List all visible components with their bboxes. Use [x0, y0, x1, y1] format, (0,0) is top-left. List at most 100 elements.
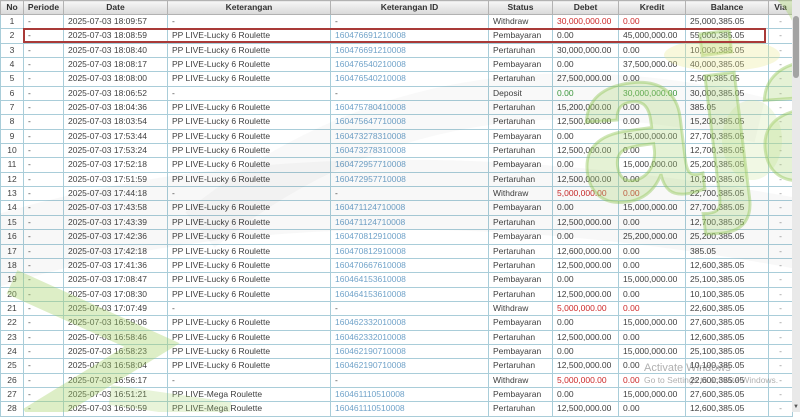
keterangan-id-link[interactable]: 160472957710008 [330, 171, 489, 188]
cell-via: - [768, 286, 793, 302]
cell-keterangan: PP LIVE-Lucky 6 Roulette [167, 257, 331, 274]
keterangan-id-link[interactable]: 160462332010008 [330, 329, 489, 345]
scrollbar-down-arrow-icon[interactable]: ▼ [793, 404, 799, 410]
cell-debet: 0.00 [552, 57, 619, 73]
cell-status: Withdraw [488, 13, 553, 30]
cell-periode: - [23, 229, 64, 245]
cell-balance: 10,100,385.05 [685, 358, 769, 374]
cell-keterangan: PP LIVE-Lucky 6 Roulette [167, 343, 331, 360]
cell-periode: - [23, 243, 64, 259]
keterangan-id-link[interactable]: 160476691210008 [330, 42, 489, 59]
cell-id: - [330, 85, 489, 102]
scrollbar-thumb[interactable] [793, 16, 799, 78]
keterangan-id-link[interactable]: 160470667610008 [330, 257, 489, 274]
cell-status: Pertaruhan [488, 42, 553, 59]
cell-debet: 0.00 [552, 28, 619, 44]
cell-via: - [768, 42, 793, 59]
table-header: No Periode Date Keterangan Keterangan ID Stat… [0, 0, 793, 15]
cell-no: 3 [0, 42, 24, 59]
cell-kredit: 15,000,000.00 [618, 128, 686, 145]
column-header-no: No [0, 0, 24, 15]
cell-date: 2025-07-03 17:51:59 [63, 171, 168, 188]
cell-date: 2025-07-03 17:52:18 [63, 157, 168, 173]
cell-id: - [330, 372, 489, 388]
cell-id: - [330, 300, 489, 317]
cell-debet: 0.00 [552, 315, 619, 331]
cell-status: Pembayaran [488, 386, 553, 403]
cell-periode: - [23, 286, 64, 302]
keterangan-id-link[interactable]: 160461110510008 [330, 401, 489, 417]
table-row: 5-2025-07-03 18:08:00 PP LIVE-Lucky 6 Rou… [0, 71, 793, 87]
keterangan-id-link[interactable]: 160473278310008 [330, 128, 489, 145]
cell-keterangan: PP LIVE-Lucky 6 Roulette [167, 286, 331, 302]
keterangan-id-link[interactable]: 160475780410008 [330, 100, 489, 116]
keterangan-id-link[interactable]: 160462190710008 [330, 358, 489, 374]
cell-balance: 10,000,385.05 [685, 42, 769, 59]
cell-debet: 27,500,000.00 [552, 71, 619, 87]
cell-debet: 0.00 [552, 229, 619, 245]
keterangan-id-link[interactable]: 160472957710008 [330, 157, 489, 173]
cell-no: 13 [0, 186, 24, 202]
cell-no: 26 [0, 372, 24, 388]
vertical-scrollbar[interactable]: ▼ [792, 0, 800, 412]
cell-no: 20 [0, 286, 24, 302]
cell-date: 2025-07-03 16:58:46 [63, 329, 168, 345]
column-header-periode: Periode [23, 0, 64, 15]
keterangan-id-link[interactable]: 160470812910008 [330, 229, 489, 245]
cell-date: 2025-07-03 17:53:24 [63, 143, 168, 159]
keterangan-id-link[interactable]: 160462190710008 [330, 343, 489, 360]
keterangan-id-link[interactable]: 160461110510008 [330, 386, 489, 403]
cell-status: Pertaruhan [488, 358, 553, 374]
table-row: 17-2025-07-03 17:42:18 PP LIVE-Lucky 6 Ro… [0, 243, 793, 259]
cell-kredit: 15,000,000.00 [618, 343, 686, 360]
cell-no: 8 [0, 114, 24, 130]
cell-keterangan: PP LIVE-Lucky 6 Roulette [167, 114, 331, 130]
cell-status: Pembayaran [488, 200, 553, 216]
keterangan-id-link[interactable]: 160476540210008 [330, 71, 489, 87]
cell-via: - [768, 300, 793, 317]
cell-balance: 385.05 [685, 100, 769, 116]
table-row: 3-2025-07-03 18:08:40 PP LIVE-Lucky 6 Rou… [0, 42, 793, 59]
keterangan-id-link[interactable]: 160476540210008 [330, 57, 489, 73]
column-header-status: Status [488, 0, 553, 15]
cell-periode: - [23, 329, 64, 345]
cell-via: - [768, 229, 793, 245]
keterangan-id-link[interactable]: 160470812910008 [330, 243, 489, 259]
cell-kredit: 0.00 [618, 13, 686, 30]
cell-debet: 12,500,000.00 [552, 257, 619, 274]
table-row: 7-2025-07-03 18:04:36 PP LIVE-Lucky 6 Rou… [0, 100, 793, 116]
cell-status: Pembayaran [488, 343, 553, 360]
cell-kredit: 0.00 [618, 71, 686, 87]
cell-via: - [768, 57, 793, 73]
cell-kredit: 0.00 [618, 100, 686, 116]
cell-id: - [330, 13, 489, 30]
keterangan-id-link[interactable]: 160462332010008 [330, 315, 489, 331]
keterangan-id-link[interactable]: 160476691210008 [330, 28, 489, 44]
cell-kredit: 0.00 [618, 214, 686, 231]
cell-periode: - [23, 143, 64, 159]
keterangan-id-link[interactable]: 160475647710008 [330, 114, 489, 130]
cell-debet: 0.00 [552, 386, 619, 403]
keterangan-id-link[interactable]: 160471124710008 [330, 214, 489, 231]
keterangan-id-link[interactable]: 160464153610008 [330, 272, 489, 288]
cell-periode: - [23, 71, 64, 87]
keterangan-id-link[interactable]: 160473278310008 [330, 143, 489, 159]
cell-kredit: 0.00 [618, 372, 686, 388]
cell-balance: 27,600,385.05 [685, 386, 769, 403]
cell-debet: 12,500,000.00 [552, 358, 619, 374]
cell-via: - [768, 128, 793, 145]
cell-keterangan: PP LIVE-Lucky 6 Roulette [167, 243, 331, 259]
table-row: 22-2025-07-03 16:59:06 PP LIVE-Lucky 6 Ro… [0, 315, 793, 331]
column-header-kredit: Kredit [618, 0, 686, 15]
cell-keterangan: PP LIVE-Lucky 6 Roulette [167, 42, 331, 59]
cell-balance: 2,500,385.05 [685, 71, 769, 87]
keterangan-id-link[interactable]: 160464153610008 [330, 286, 489, 302]
cell-debet: 15,200,000.00 [552, 100, 619, 116]
cell-periode: - [23, 358, 64, 374]
cell-keterangan: PP LIVE-Mega Roulette [167, 386, 331, 403]
cell-keterangan: PP LIVE-Lucky 6 Roulette [167, 358, 331, 374]
table-row: 19-2025-07-03 17:08:47 PP LIVE-Lucky 6 Ro… [0, 272, 793, 288]
cell-kredit: 15,000,000.00 [618, 315, 686, 331]
keterangan-id-link[interactable]: 160471124710008 [330, 200, 489, 216]
